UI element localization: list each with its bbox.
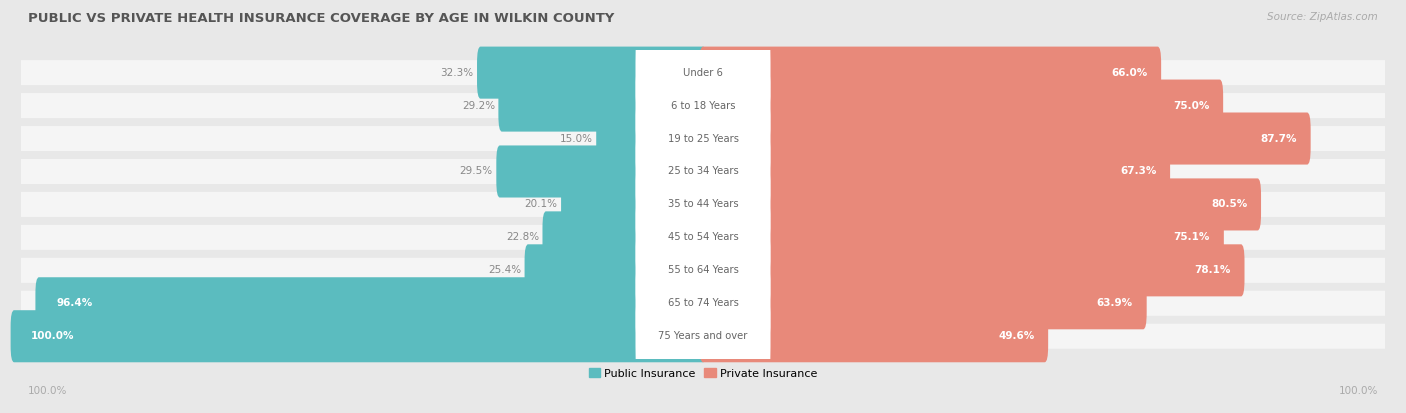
- FancyBboxPatch shape: [524, 244, 706, 297]
- FancyBboxPatch shape: [700, 211, 1223, 263]
- FancyBboxPatch shape: [700, 310, 1047, 362]
- Text: 15.0%: 15.0%: [560, 133, 593, 144]
- Text: 75.1%: 75.1%: [1174, 233, 1211, 242]
- Text: 66.0%: 66.0%: [1111, 68, 1147, 78]
- FancyBboxPatch shape: [477, 47, 706, 99]
- FancyBboxPatch shape: [700, 244, 1244, 297]
- FancyBboxPatch shape: [21, 291, 1385, 316]
- Text: 49.6%: 49.6%: [998, 331, 1035, 341]
- FancyBboxPatch shape: [636, 201, 770, 340]
- FancyBboxPatch shape: [21, 159, 1385, 184]
- FancyBboxPatch shape: [636, 69, 770, 208]
- Text: 87.7%: 87.7%: [1260, 133, 1296, 144]
- Text: 100.0%: 100.0%: [28, 387, 67, 396]
- Text: 63.9%: 63.9%: [1097, 298, 1133, 308]
- Text: 78.1%: 78.1%: [1194, 265, 1230, 275]
- Text: 25.4%: 25.4%: [488, 265, 522, 275]
- Text: 29.2%: 29.2%: [461, 101, 495, 111]
- FancyBboxPatch shape: [700, 145, 1170, 197]
- FancyBboxPatch shape: [636, 36, 770, 175]
- FancyBboxPatch shape: [636, 102, 770, 241]
- FancyBboxPatch shape: [636, 168, 770, 307]
- FancyBboxPatch shape: [21, 258, 1385, 283]
- Text: 19 to 25 Years: 19 to 25 Years: [668, 133, 738, 144]
- FancyBboxPatch shape: [21, 126, 1385, 151]
- Text: 55 to 64 Years: 55 to 64 Years: [668, 265, 738, 275]
- FancyBboxPatch shape: [596, 112, 706, 164]
- Text: 100.0%: 100.0%: [31, 331, 75, 341]
- Text: 32.3%: 32.3%: [440, 68, 474, 78]
- Text: 29.5%: 29.5%: [460, 166, 494, 176]
- Text: Source: ZipAtlas.com: Source: ZipAtlas.com: [1267, 12, 1378, 22]
- FancyBboxPatch shape: [700, 178, 1261, 230]
- FancyBboxPatch shape: [21, 192, 1385, 217]
- Text: 65 to 74 Years: 65 to 74 Years: [668, 298, 738, 308]
- FancyBboxPatch shape: [11, 310, 706, 362]
- FancyBboxPatch shape: [700, 112, 1310, 164]
- Text: Under 6: Under 6: [683, 68, 723, 78]
- Text: 35 to 44 Years: 35 to 44 Years: [668, 199, 738, 209]
- FancyBboxPatch shape: [35, 277, 706, 329]
- Text: 100.0%: 100.0%: [1339, 387, 1378, 396]
- FancyBboxPatch shape: [498, 80, 706, 132]
- FancyBboxPatch shape: [636, 267, 770, 406]
- Text: 75 Years and over: 75 Years and over: [658, 331, 748, 341]
- FancyBboxPatch shape: [21, 93, 1385, 118]
- FancyBboxPatch shape: [700, 277, 1147, 329]
- Text: 75.0%: 75.0%: [1173, 101, 1209, 111]
- FancyBboxPatch shape: [21, 324, 1385, 349]
- Legend: Public Insurance, Private Insurance: Public Insurance, Private Insurance: [589, 368, 817, 379]
- Text: 67.3%: 67.3%: [1121, 166, 1156, 176]
- FancyBboxPatch shape: [700, 80, 1223, 132]
- FancyBboxPatch shape: [636, 3, 770, 142]
- Text: 6 to 18 Years: 6 to 18 Years: [671, 101, 735, 111]
- FancyBboxPatch shape: [636, 135, 770, 274]
- Text: 22.8%: 22.8%: [506, 233, 538, 242]
- FancyBboxPatch shape: [700, 47, 1161, 99]
- Text: PUBLIC VS PRIVATE HEALTH INSURANCE COVERAGE BY AGE IN WILKIN COUNTY: PUBLIC VS PRIVATE HEALTH INSURANCE COVER…: [28, 12, 614, 25]
- Text: 80.5%: 80.5%: [1211, 199, 1247, 209]
- Text: 96.4%: 96.4%: [56, 298, 93, 308]
- FancyBboxPatch shape: [543, 211, 706, 263]
- Text: 25 to 34 Years: 25 to 34 Years: [668, 166, 738, 176]
- Text: 20.1%: 20.1%: [524, 199, 558, 209]
- FancyBboxPatch shape: [636, 234, 770, 373]
- FancyBboxPatch shape: [561, 178, 706, 230]
- FancyBboxPatch shape: [21, 225, 1385, 250]
- Text: 45 to 54 Years: 45 to 54 Years: [668, 233, 738, 242]
- FancyBboxPatch shape: [496, 145, 706, 197]
- FancyBboxPatch shape: [21, 60, 1385, 85]
